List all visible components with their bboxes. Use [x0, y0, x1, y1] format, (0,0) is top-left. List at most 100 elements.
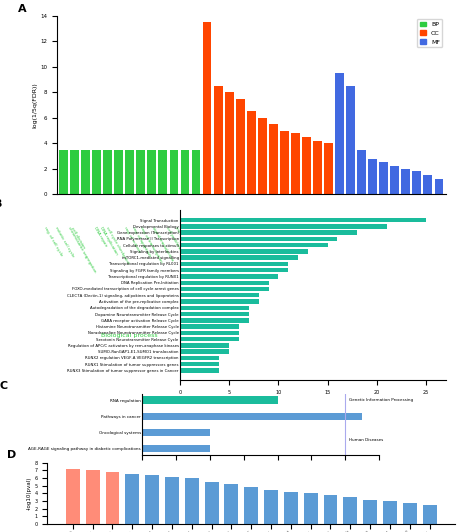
Bar [346, 86, 355, 194]
Bar [379, 162, 388, 194]
Bar [180, 300, 259, 304]
Text: metal ion binding: metal ion binding [384, 226, 406, 260]
Text: C: C [0, 381, 8, 391]
Bar [114, 149, 123, 194]
Bar [191, 149, 201, 194]
Bar [412, 171, 421, 194]
Text: transcription factor binding: transcription factor binding [363, 226, 395, 277]
Text: enzyme binding: enzyme binding [364, 226, 384, 257]
Bar [126, 475, 139, 524]
Bar [205, 482, 219, 524]
Bar [180, 343, 229, 347]
Y-axis label: -log10(pval): -log10(pval) [27, 477, 32, 510]
Text: DNA repair: DNA repair [93, 226, 108, 247]
Bar [225, 484, 238, 524]
Text: reg. of apoptosis: reg. of apoptosis [131, 226, 152, 258]
Text: immune response: immune response [174, 226, 196, 260]
Bar [324, 495, 337, 524]
Bar [66, 469, 80, 524]
Bar [125, 149, 134, 194]
Bar [180, 237, 337, 241]
Text: Biological process: Biological process [101, 333, 158, 338]
Text: cell proliferation: cell proliferation [165, 226, 185, 257]
Bar [284, 492, 298, 524]
Bar [324, 143, 333, 194]
Bar [180, 280, 269, 285]
Text: Human Diseases: Human Diseases [349, 438, 383, 443]
Legend: BP, CC, MF: BP, CC, MF [417, 19, 442, 47]
Bar [180, 293, 259, 297]
Bar [269, 124, 278, 194]
Bar [180, 275, 278, 279]
Bar [343, 497, 357, 524]
Bar [435, 179, 443, 194]
X-axis label: Gene Count: Gene Count [246, 475, 275, 480]
Text: RNA binding: RNA binding [401, 226, 417, 250]
Bar [180, 262, 288, 266]
Bar [180, 318, 249, 322]
Bar [401, 169, 410, 194]
Text: DNA binding: DNA binding [346, 226, 362, 251]
Bar [202, 22, 211, 194]
Bar [180, 255, 298, 260]
Bar [181, 149, 190, 194]
Bar [180, 312, 249, 316]
Text: Cellular component: Cellular component [237, 333, 299, 338]
Text: intracellular: intracellular [236, 226, 251, 250]
Text: Molecular function: Molecular function [360, 333, 419, 338]
Text: transferase activity: transferase activity [404, 226, 428, 263]
Text: centromere: centromere [291, 226, 306, 249]
Bar [423, 175, 432, 194]
Text: DNA replication: DNA replication [100, 226, 118, 256]
Bar [92, 149, 101, 194]
Text: membrane: membrane [225, 226, 240, 248]
Bar [363, 500, 377, 524]
Bar [264, 489, 278, 524]
Text: nucleus: nucleus [196, 226, 207, 242]
Text: cytosol: cytosol [219, 226, 229, 241]
Text: D: D [7, 450, 16, 460]
Bar [391, 166, 399, 194]
Bar [142, 396, 278, 404]
Bar [180, 305, 249, 310]
Bar [180, 368, 219, 372]
Bar [180, 356, 219, 360]
Bar [180, 350, 229, 354]
Bar [180, 224, 387, 229]
Bar [180, 249, 308, 254]
Bar [225, 93, 234, 194]
Text: reg. of cell cycle: reg. of cell cycle [43, 226, 64, 257]
Bar [357, 149, 366, 194]
Bar [423, 505, 437, 524]
Text: cell cycle checkpoint: cell cycle checkpoint [105, 226, 130, 265]
Bar [185, 478, 199, 524]
Bar [335, 73, 344, 194]
Bar [180, 362, 219, 367]
Text: reg. of mitosis: reg. of mitosis [123, 226, 141, 254]
Bar [170, 149, 178, 194]
Bar [142, 429, 210, 436]
Bar [86, 470, 100, 524]
Bar [59, 149, 68, 194]
Text: chromosomal region: chromosomal region [260, 226, 284, 265]
Bar [280, 130, 289, 194]
Text: hydrolase activity: hydrolase activity [417, 226, 439, 260]
Bar [180, 218, 426, 222]
Text: protein complex: protein complex [253, 226, 273, 257]
Bar [180, 337, 239, 342]
Bar [180, 243, 328, 247]
Bar [258, 118, 267, 194]
Bar [403, 503, 417, 524]
Text: A: A [18, 4, 27, 14]
Bar [103, 149, 112, 194]
Text: mitochondrion: mitochondrion [299, 226, 318, 254]
Bar [304, 494, 318, 524]
Bar [180, 230, 357, 235]
Text: reg. of transcription: reg. of transcription [139, 226, 163, 263]
Text: chromatin: chromatin [282, 226, 295, 246]
Bar [180, 325, 239, 329]
Bar [142, 445, 210, 452]
Bar [142, 413, 362, 420]
Text: organelle: organelle [316, 226, 328, 245]
Bar [180, 287, 269, 291]
